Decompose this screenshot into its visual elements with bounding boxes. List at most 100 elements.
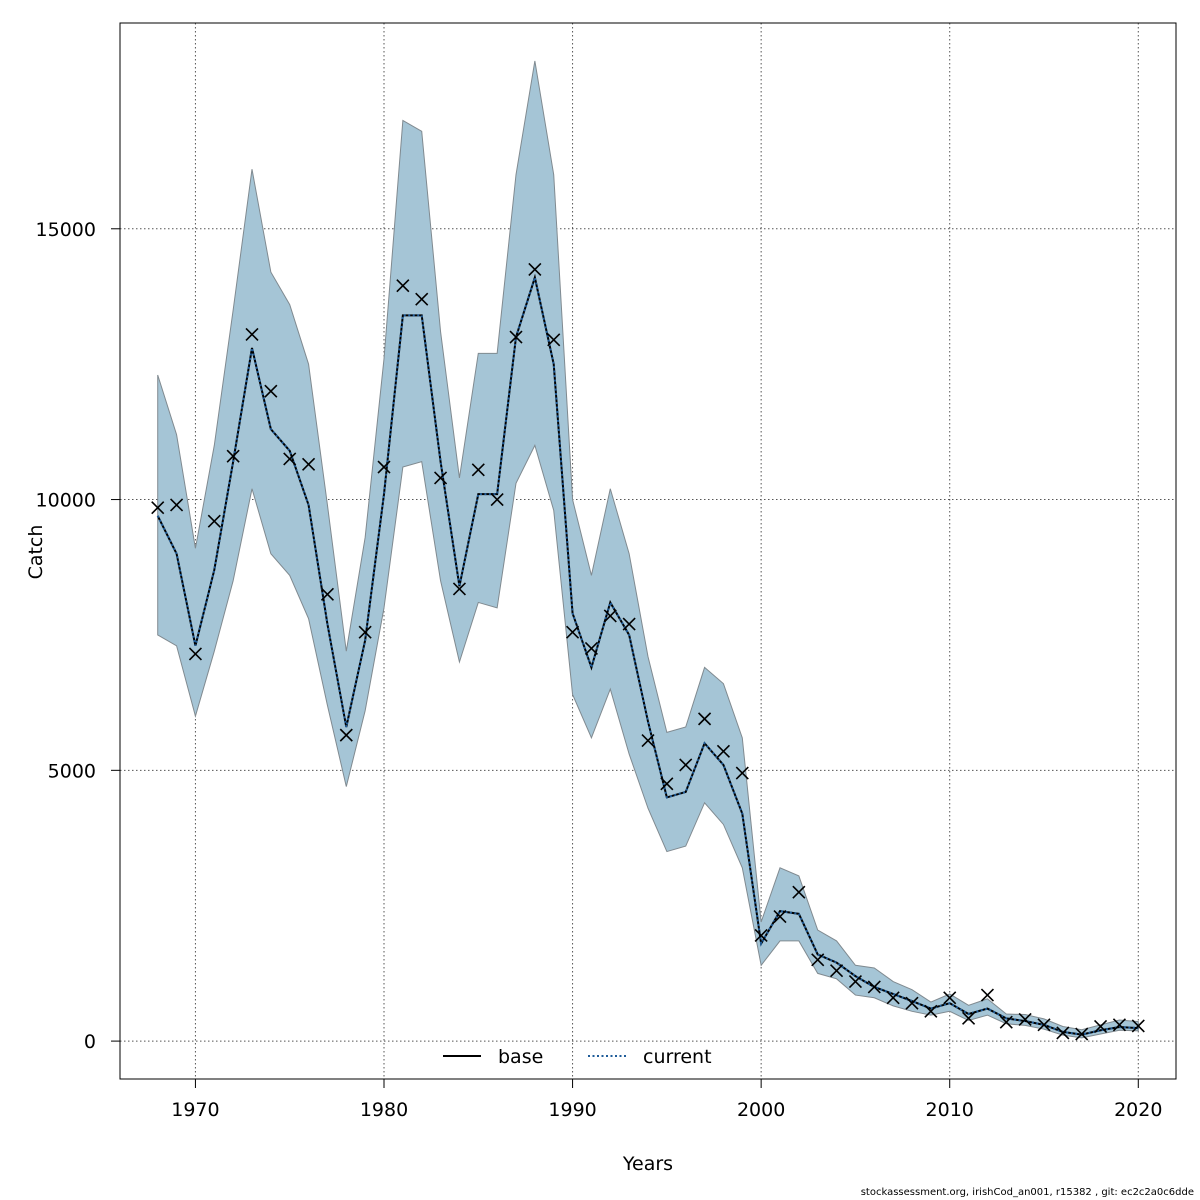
legend-label-base: base (498, 1046, 543, 1068)
x-tick-label: 1970 (171, 1099, 219, 1121)
data-point-observed (735, 766, 749, 780)
x-tick-label: 1990 (548, 1099, 596, 1121)
data-point-observed (396, 279, 410, 293)
data-point-stroke (170, 498, 184, 512)
data-point-stroke (1094, 1019, 1108, 1034)
data-point-observed (170, 498, 184, 512)
data-point-stroke (660, 777, 674, 791)
data-point-stroke (603, 609, 617, 623)
data-point-stroke (207, 514, 221, 528)
data-point-observed (943, 991, 957, 1005)
data-point-stroke (1018, 1012, 1032, 1026)
data-point-observed (1037, 1018, 1051, 1032)
confidence-band-area (157, 60, 1139, 1039)
data-point-stroke (1112, 1018, 1126, 1032)
data-point-observed (377, 460, 391, 474)
data-point-observed (339, 728, 353, 742)
data-point-observed (415, 292, 429, 306)
y-tick-label: 0 (84, 1031, 96, 1053)
data-point-stroke (264, 384, 278, 398)
data-point-stroke (1056, 1026, 1070, 1040)
x-axis-title: Years (622, 1153, 673, 1175)
data-point-stroke (811, 953, 825, 967)
data-point-observed (358, 625, 372, 639)
plot-frame (119, 22, 1177, 1080)
observed-points (151, 262, 1145, 1041)
data-point-stroke (509, 330, 523, 344)
data-point-stroke (754, 928, 768, 943)
data-point-observed (679, 758, 693, 772)
series-lines (156, 273, 1139, 1036)
data-point-observed (660, 777, 674, 791)
data-point-observed (320, 587, 334, 601)
data-point-stroke (528, 262, 542, 276)
data-point-stroke (566, 625, 580, 639)
data-point-stroke (735, 766, 749, 780)
data-point-stroke (226, 449, 240, 463)
data-point-observed (302, 457, 316, 471)
data-point-observed (698, 712, 712, 726)
data-point-stroke (848, 974, 862, 989)
data-point-observed (528, 262, 542, 276)
data-point-stroke (792, 885, 806, 899)
data-point-observed (434, 471, 448, 485)
data-point-observed (188, 647, 202, 661)
data-point-stroke (1075, 1027, 1089, 1041)
data-point-stroke (415, 292, 429, 306)
data-point-observed (1075, 1027, 1089, 1041)
y-tick-label: 15000 (36, 219, 96, 241)
data-point-observed (792, 885, 806, 899)
data-point-stroke (773, 909, 787, 924)
data-point-stroke (377, 460, 391, 474)
legend-label-current: current (643, 1046, 712, 1068)
data-point-stroke (434, 471, 448, 485)
y-axis: 0 5000 10000 15000 (36, 219, 120, 1053)
footer-credit: stockassessment.org, irishCod_an001, r15… (860, 1187, 1194, 1198)
data-point-observed (962, 1011, 976, 1025)
data-point-stroke (905, 996, 919, 1010)
data-point-stroke (980, 988, 994, 1002)
data-point-observed (622, 617, 636, 631)
data-point-observed (924, 1004, 938, 1018)
data-point-stroke (396, 279, 410, 293)
data-point-stroke (716, 744, 730, 758)
data-point-stroke (867, 980, 881, 994)
data-point-observed (264, 384, 278, 398)
data-point-observed (584, 641, 598, 656)
confidence-band (157, 60, 1139, 1039)
data-point-stroke (1037, 1018, 1051, 1032)
data-point-observed (1131, 1019, 1145, 1033)
data-point-observed (509, 330, 523, 344)
plot-frame-rect (119, 22, 1177, 1080)
data-point-stroke (943, 991, 957, 1005)
data-point-stroke (1131, 1019, 1145, 1033)
data-point-observed (490, 492, 504, 507)
x-axis: 1970 1980 1990 2000 2010 2020 (171, 1079, 1162, 1121)
data-point-stroke (245, 327, 259, 341)
data-point-stroke (283, 452, 297, 466)
data-point-observed (641, 733, 655, 748)
data-point-stroke (924, 1004, 938, 1018)
data-point-observed (452, 582, 466, 596)
data-point-observed (226, 449, 240, 463)
data-point-observed (1056, 1026, 1070, 1040)
x-tick-label: 2000 (737, 1099, 785, 1121)
data-point-observed (848, 974, 862, 989)
data-point-observed (547, 333, 561, 347)
legend: base current (443, 1046, 712, 1068)
data-point-stroke (452, 582, 466, 596)
y-axis-title: Catch (25, 525, 47, 580)
data-point-stroke (999, 1015, 1013, 1029)
data-point-observed (886, 991, 900, 1005)
y-tick-label: 10000 (36, 490, 96, 512)
data-point-stroke (339, 728, 353, 742)
data-point-observed (980, 988, 994, 1002)
data-point-stroke (641, 733, 655, 748)
data-point-observed (283, 452, 297, 466)
data-point-stroke (584, 641, 598, 656)
data-point-observed (566, 625, 580, 639)
x-tick-label: 2020 (1114, 1099, 1162, 1121)
x-tick-label: 2010 (926, 1099, 974, 1121)
data-point-stroke (962, 1011, 976, 1025)
